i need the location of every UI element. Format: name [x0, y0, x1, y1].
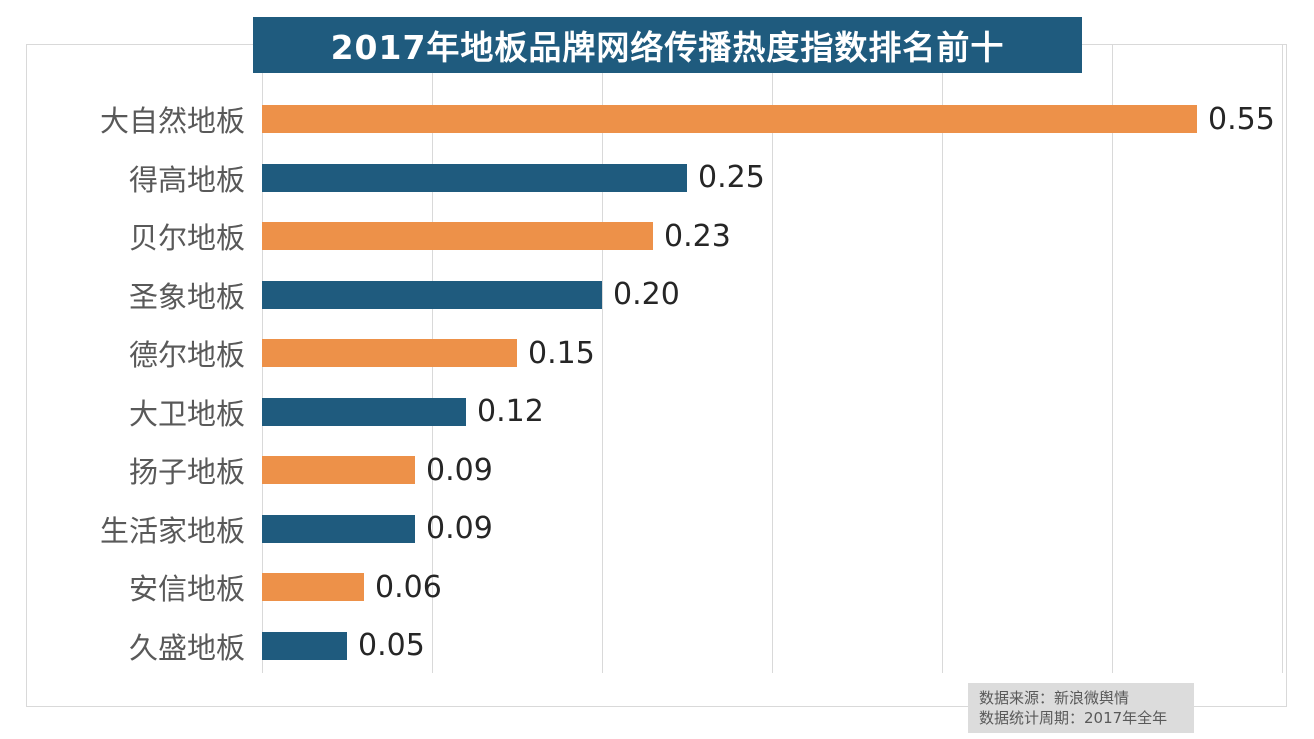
category-label: 贝尔地板 — [128, 221, 245, 256]
bar — [262, 280, 602, 309]
bar-row: 德尔地板 0.15 — [26, 324, 1287, 383]
bar-row: 生活家地板 0.09 — [26, 500, 1287, 559]
bar — [262, 339, 517, 368]
category-label: 得高地板 — [128, 162, 245, 197]
bar-row: 大卫地板 0.12 — [26, 383, 1287, 442]
bar-row: 贝尔地板 0.23 — [26, 207, 1287, 266]
gridline — [772, 44, 773, 673]
value-label: 0.12 — [477, 394, 544, 430]
period-line: 数据统计周期：2017年全年 — [979, 709, 1168, 727]
value-label: 0.09 — [426, 511, 493, 547]
category-label: 久盛地板 — [128, 630, 245, 665]
bar-row: 久盛地板 0.05 — [26, 617, 1287, 676]
chart-title: 2017年地板品牌网络传播热度指数排名前十 — [253, 17, 1082, 73]
category-label: 大卫地板 — [128, 396, 245, 431]
value-label: 0.55 — [1208, 101, 1275, 137]
category-label: 扬子地板 — [128, 455, 245, 490]
category-label: 生活家地板 — [99, 513, 245, 548]
value-label: 0.06 — [375, 569, 442, 605]
gridline — [1282, 44, 1283, 673]
value-label: 0.15 — [528, 335, 595, 371]
gridline — [602, 44, 603, 673]
data-source-note: 数据来源：新浪微舆情 数据统计周期：2017年全年 — [968, 683, 1194, 733]
value-label: 0.09 — [426, 452, 493, 488]
category-label: 安信地板 — [128, 572, 245, 607]
bar-row: 扬子地板 0.09 — [26, 441, 1287, 500]
category-label: 大自然地板 — [99, 104, 245, 139]
bar — [262, 456, 415, 485]
bar-row: 大自然地板 0.55 — [26, 90, 1287, 149]
chart-border — [26, 44, 1287, 707]
bar — [262, 105, 1197, 134]
value-label: 0.23 — [664, 218, 731, 254]
source-line: 数据来源：新浪微舆情 — [979, 689, 1130, 707]
gridline — [1112, 44, 1113, 673]
gridline — [942, 44, 943, 673]
bar-row: 圣象地板 0.20 — [26, 266, 1287, 325]
bar-rows: 大自然地板 0.55 得高地板 0.25 贝尔地板 0.23 圣象地板 0.20 德尔地板 0.1… — [26, 90, 1287, 675]
value-label: 0.20 — [613, 277, 680, 313]
category-label: 德尔地板 — [128, 338, 245, 373]
bar — [262, 397, 466, 426]
bar — [262, 222, 653, 251]
value-label: 0.25 — [698, 160, 765, 196]
category-label: 圣象地板 — [128, 279, 245, 314]
bar — [262, 163, 687, 192]
bar — [262, 631, 347, 660]
bar — [262, 573, 364, 602]
bar-row: 得高地板 0.25 — [26, 149, 1287, 208]
bar — [262, 514, 415, 543]
bar-row: 安信地板 0.06 — [26, 558, 1287, 617]
value-label: 0.05 — [358, 628, 425, 664]
